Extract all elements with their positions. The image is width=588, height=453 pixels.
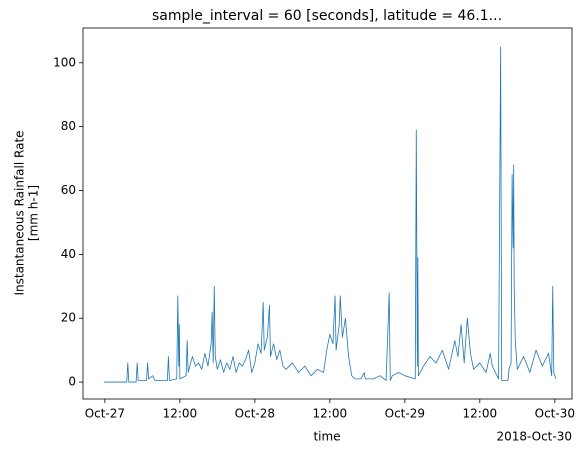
y-axis-label: Instantaneous Rainfall Rate <box>13 130 27 295</box>
y-tick-label: 20 <box>61 311 76 325</box>
y-tick-label: 80 <box>61 119 76 133</box>
y-tick-label: 60 <box>61 183 76 197</box>
y-tick-label: 0 <box>68 375 76 389</box>
y-axis-label: [mm h-1] <box>27 185 41 241</box>
x-tick-label: 12:00 <box>313 407 348 421</box>
x-tick-label: Oct-29 <box>385 407 425 421</box>
chart-title: sample_interval = 60 [seconds], latitude… <box>152 8 502 24</box>
x-tick-label: Oct-30 <box>535 407 575 421</box>
x-tick-label: 12:00 <box>163 407 198 421</box>
y-tick-label: 100 <box>53 55 76 69</box>
y-tick-label: 40 <box>61 247 76 261</box>
x-axis-label: time <box>313 430 340 444</box>
x-tick-label: Oct-28 <box>235 407 275 421</box>
x-offset-label: 2018-Oct-30 <box>496 430 572 444</box>
x-tick-label: 12:00 <box>463 407 498 421</box>
axes-frame <box>82 27 573 400</box>
x-tick-label: Oct-27 <box>85 407 125 421</box>
data-line <box>103 46 557 383</box>
